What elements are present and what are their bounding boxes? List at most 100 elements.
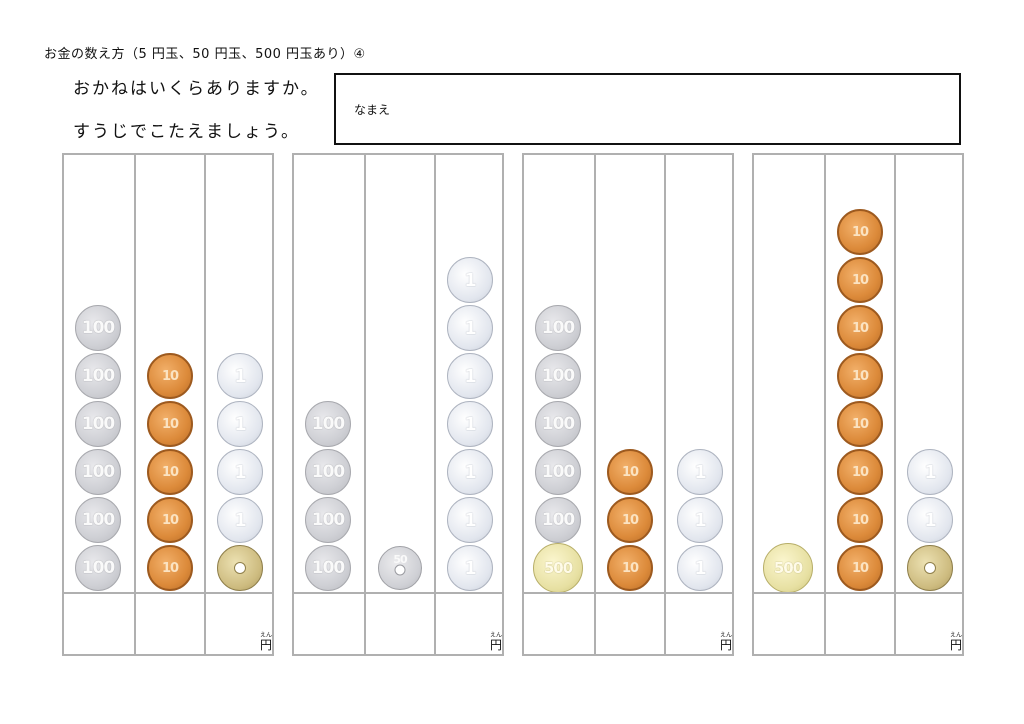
coin-10-yen-icon: 10: [837, 305, 883, 351]
coin-100-yen-icon: 100: [535, 449, 581, 495]
coin-value-label: 1: [464, 269, 477, 291]
coin-10-yen-icon: 10: [147, 545, 193, 591]
coin-value-label: 100: [541, 414, 576, 434]
yen-unit-kanji: 円: [719, 638, 732, 652]
coin-10-yen-icon: 10: [837, 449, 883, 495]
coin-hole-icon: [394, 564, 406, 576]
instruction-line-2: すうじでこたえましょう。: [73, 122, 300, 142]
worksheet-title: お金の数え方（5 円玉、50 円玉、500 円玉あり）④: [44, 47, 366, 62]
coin-value-label: 1: [464, 413, 477, 435]
coin-value-label: 1: [464, 509, 477, 531]
coin-value-label: 100: [541, 366, 576, 386]
coin-value-label: 100: [81, 462, 116, 482]
coin-10-yen-icon: 10: [837, 401, 883, 447]
coin-value-label: 100: [311, 558, 346, 578]
coin-value-label: 100: [311, 462, 346, 482]
coin-value-label: 100: [311, 414, 346, 434]
coin-100-yen-icon: 100: [75, 545, 121, 591]
coin-value-label: 10: [621, 560, 639, 576]
problem-3-column-3: 1 1 1 えん円: [664, 155, 736, 654]
coin-5-yen-icon: [907, 545, 953, 591]
name-label: なまえ: [354, 103, 391, 117]
coin-value-label: 500: [773, 559, 803, 577]
coin-value-label: 10: [851, 512, 869, 528]
coin-100-yen-icon: 100: [535, 497, 581, 543]
problem-1-column-1: 100 100 100 100 100 100: [64, 155, 134, 654]
coin-10-yen-icon: 10: [837, 209, 883, 255]
coin-value-label: 1: [464, 557, 477, 579]
coin-100-yen-icon: 100: [305, 449, 351, 495]
coin-100-yen-icon: 100: [535, 305, 581, 351]
coin-10-yen-icon: 10: [147, 497, 193, 543]
coin-1-yen-icon: 1: [677, 497, 723, 543]
answer-row-divider: [524, 592, 732, 594]
coin-1-yen-icon: 1: [907, 449, 953, 495]
yen-unit-kanji: 円: [259, 638, 272, 652]
coin-value-label: 10: [161, 368, 179, 384]
coin-value-label: 1: [234, 461, 247, 483]
coin-value-label: 100: [311, 510, 346, 530]
coin-value-label: 10: [851, 464, 869, 480]
problem-2: 100 100 100 100 50 1 1 1 1 1 1 1 えん円: [292, 153, 504, 656]
yen-unit-label: えん円: [260, 632, 272, 651]
coin-value-label: 1: [464, 461, 477, 483]
coin-hole-icon: [234, 562, 246, 574]
problem-3-column-2: 10 10 10: [594, 155, 666, 654]
answer-row-divider: [64, 592, 272, 594]
yen-unit-kanji: 円: [949, 638, 962, 652]
coin-value-label: 100: [81, 558, 116, 578]
coin-100-yen-icon: 100: [75, 449, 121, 495]
coin-10-yen-icon: 10: [607, 545, 653, 591]
yen-unit-kanji: 円: [489, 638, 502, 652]
coin-1-yen-icon: 1: [217, 353, 263, 399]
coin-10-yen-icon: 10: [837, 497, 883, 543]
coin-100-yen-icon: 100: [535, 401, 581, 447]
coin-value-label: 100: [81, 414, 116, 434]
coin-value-label: 100: [81, 510, 116, 530]
answer-row-divider: [294, 592, 502, 594]
coin-100-yen-icon: 100: [75, 305, 121, 351]
yen-unit-label: えん円: [720, 632, 732, 651]
coin-value-label: 1: [234, 365, 247, 387]
coin-value-label: 10: [851, 368, 869, 384]
coin-value-label: 10: [161, 416, 179, 432]
coin-1-yen-icon: 1: [447, 257, 493, 303]
coin-10-yen-icon: 10: [147, 353, 193, 399]
coin-value-label: 10: [621, 512, 639, 528]
coin-hole-icon: [924, 562, 936, 574]
coin-1-yen-icon: 1: [677, 449, 723, 495]
coin-1-yen-icon: 1: [447, 497, 493, 543]
coin-1-yen-icon: 1: [447, 449, 493, 495]
coin-1-yen-icon: 1: [447, 545, 493, 591]
coin-value-label: 1: [234, 509, 247, 531]
coin-value-label: 500: [543, 559, 573, 577]
problem-2-column-3: 1 1 1 1 1 1 1 えん円: [434, 155, 506, 654]
coin-value-label: 10: [851, 272, 869, 288]
coin-5-yen-icon: [217, 545, 263, 591]
name-field[interactable]: なまえ: [334, 73, 961, 145]
yen-unit-ruby: えん: [719, 632, 732, 639]
yen-unit-label: えん円: [950, 632, 962, 651]
problem-2-column-1: 100 100 100 100: [294, 155, 364, 654]
problem-3-column-1: 500 100 100 100 100 100: [524, 155, 594, 654]
coin-100-yen-icon: 100: [305, 545, 351, 591]
coin-value-label: 10: [161, 560, 179, 576]
yen-unit-label: えん円: [490, 632, 502, 651]
coin-10-yen-icon: 10: [837, 353, 883, 399]
coin-1-yen-icon: 1: [217, 401, 263, 447]
coin-value-label: 50: [393, 553, 407, 566]
coin-10-yen-icon: 10: [147, 401, 193, 447]
coin-1-yen-icon: 1: [677, 545, 723, 591]
coin-1-yen-icon: 1: [907, 497, 953, 543]
coin-100-yen-icon: 100: [305, 497, 351, 543]
coin-100-yen-icon: 100: [305, 401, 351, 447]
yen-unit-ruby: えん: [949, 632, 962, 639]
coin-100-yen-icon: 100: [75, 401, 121, 447]
yen-unit-ruby: えん: [259, 632, 272, 639]
coin-value-label: 100: [541, 462, 576, 482]
coin-value-label: 10: [161, 512, 179, 528]
problem-4-column-3: 1 1 えん円: [894, 155, 966, 654]
problem-1-column-3: 1 1 1 1 えん円: [204, 155, 276, 654]
coin-100-yen-icon: 100: [535, 353, 581, 399]
coin-value-label: 100: [541, 510, 576, 530]
